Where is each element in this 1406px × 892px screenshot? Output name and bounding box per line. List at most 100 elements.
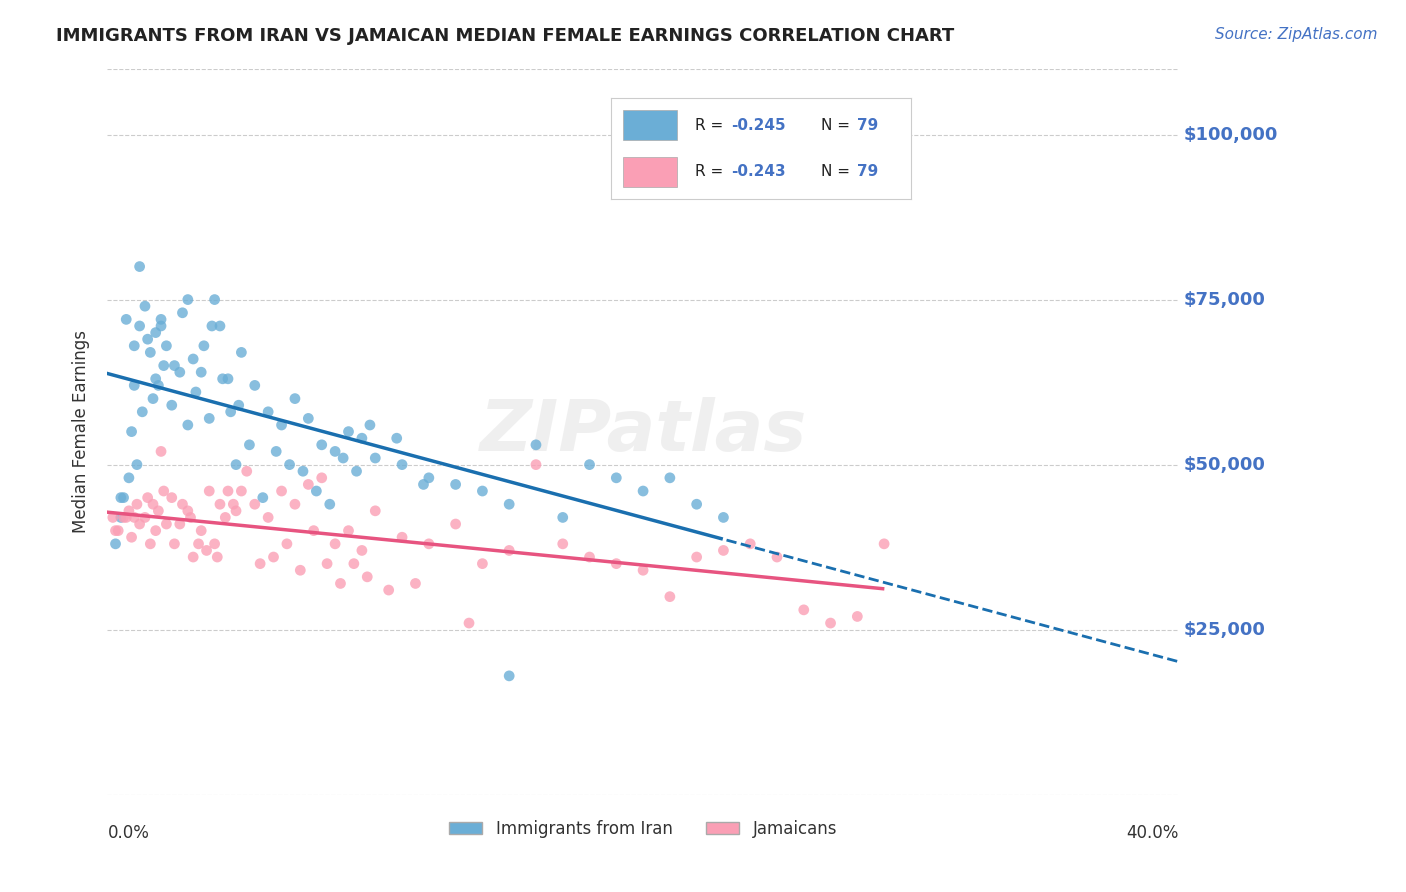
Point <box>136 332 159 346</box>
Point <box>385 431 408 445</box>
Point <box>107 524 129 538</box>
Point <box>311 438 333 452</box>
Point <box>276 537 298 551</box>
Point <box>377 582 399 597</box>
Point <box>498 669 520 683</box>
Point <box>278 458 301 472</box>
Point <box>329 576 352 591</box>
Point <box>350 543 373 558</box>
Point <box>225 504 247 518</box>
Point <box>122 510 145 524</box>
Point <box>252 491 274 505</box>
Point <box>208 318 231 333</box>
Point <box>134 510 156 524</box>
Legend: Immigrants from Iran, Jamaicans: Immigrants from Iran, Jamaicans <box>443 814 844 845</box>
Point <box>444 516 467 531</box>
Point <box>204 293 226 307</box>
Point <box>110 510 132 524</box>
Point <box>155 516 177 531</box>
Point <box>391 530 413 544</box>
Point <box>128 260 150 274</box>
Point <box>356 570 378 584</box>
Point <box>231 345 253 359</box>
Text: ZIPatlas: ZIPatlas <box>479 397 807 467</box>
Point <box>163 359 186 373</box>
Point <box>471 557 494 571</box>
Point <box>263 549 285 564</box>
Point <box>297 411 319 425</box>
Point <box>498 543 520 558</box>
Point <box>104 524 127 538</box>
Point <box>142 497 165 511</box>
Point <box>169 516 191 531</box>
Point <box>193 339 215 353</box>
Point <box>181 549 204 564</box>
Point <box>631 563 654 577</box>
Point <box>177 293 200 307</box>
Point <box>136 491 159 505</box>
Point <box>391 458 413 472</box>
Point <box>249 557 271 571</box>
Point <box>112 510 135 524</box>
Point <box>444 477 467 491</box>
Point <box>311 471 333 485</box>
Point <box>524 438 547 452</box>
Point <box>284 392 307 406</box>
Point <box>152 483 174 498</box>
Point <box>337 425 360 439</box>
Point <box>139 345 162 359</box>
Point <box>270 417 292 432</box>
Point <box>337 524 360 538</box>
Point <box>316 557 339 571</box>
Point <box>121 425 143 439</box>
Point <box>793 603 815 617</box>
Point <box>238 438 260 452</box>
Point <box>846 609 869 624</box>
Point <box>190 524 212 538</box>
Point <box>458 616 481 631</box>
Point <box>121 530 143 544</box>
Point <box>145 372 167 386</box>
Point <box>190 365 212 379</box>
Point <box>264 444 287 458</box>
Point <box>214 510 236 524</box>
Point <box>290 563 312 577</box>
Point <box>211 372 233 386</box>
Point <box>128 318 150 333</box>
Point <box>112 491 135 505</box>
Point <box>332 450 354 465</box>
Point <box>150 318 173 333</box>
Point <box>198 483 221 498</box>
Point <box>204 537 226 551</box>
Point <box>128 516 150 531</box>
Point <box>125 458 148 472</box>
Point <box>873 537 896 551</box>
Point <box>160 398 183 412</box>
Text: $100,000: $100,000 <box>1184 126 1278 144</box>
Point <box>228 398 250 412</box>
Point <box>145 524 167 538</box>
Point <box>207 549 229 564</box>
Point <box>713 543 735 558</box>
Point <box>150 444 173 458</box>
Point <box>217 372 239 386</box>
Point <box>222 497 245 511</box>
Text: 0.0%: 0.0% <box>107 823 149 842</box>
Point <box>217 483 239 498</box>
Point <box>184 384 207 399</box>
Point <box>115 312 138 326</box>
Point <box>181 351 204 366</box>
Text: 40.0%: 40.0% <box>1126 823 1178 842</box>
Point <box>685 549 707 564</box>
Point <box>225 458 247 472</box>
Point <box>148 378 170 392</box>
Point <box>343 557 366 571</box>
Point <box>359 417 381 432</box>
Point <box>139 537 162 551</box>
Point <box>766 549 789 564</box>
Point <box>172 497 194 511</box>
Point <box>713 510 735 524</box>
Point <box>658 471 681 485</box>
Point <box>152 359 174 373</box>
Point <box>101 510 124 524</box>
